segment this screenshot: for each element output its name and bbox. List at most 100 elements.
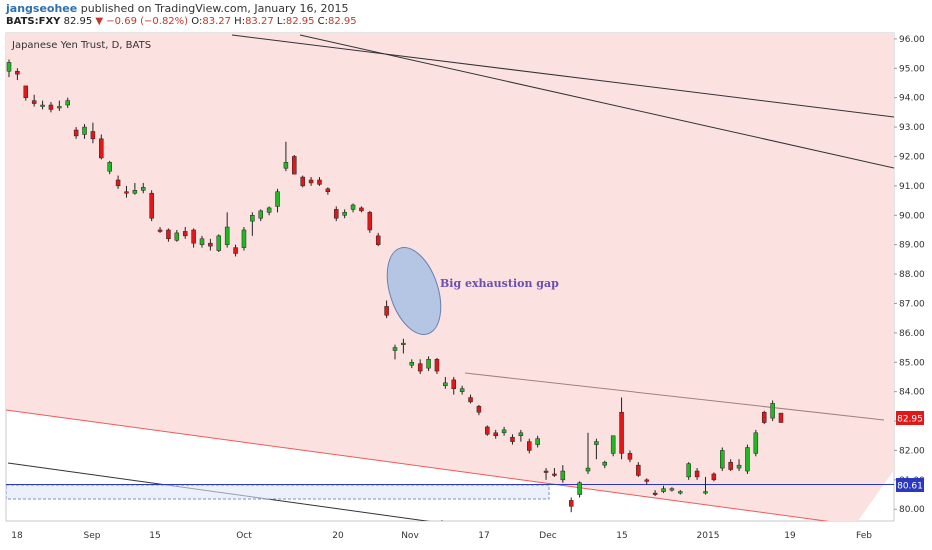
x-tick-label: Sep	[84, 531, 101, 541]
candle	[745, 444, 750, 474]
candle	[728, 459, 733, 472]
trendline-upper-1	[231, 34, 894, 118]
level-price-tag: 80.61	[896, 478, 924, 492]
range-box	[6, 484, 550, 500]
candle	[552, 468, 557, 477]
high-value: 83.27	[245, 16, 274, 27]
publish-line: jangseohee published on TradingView.com,…	[6, 2, 349, 15]
candle	[174, 229, 180, 242]
candle	[627, 450, 633, 463]
candle-body	[115, 179, 121, 187]
candle	[224, 212, 230, 248]
candle	[82, 124, 87, 139]
candle	[375, 232, 381, 247]
candle-body	[233, 247, 238, 254]
candle	[476, 404, 482, 416]
candle	[543, 468, 549, 480]
x-tick-label: Feb	[856, 531, 872, 541]
candle	[409, 359, 415, 369]
candle	[761, 410, 767, 424]
candle	[367, 210, 373, 233]
candle-body	[208, 242, 213, 247]
candle	[292, 155, 297, 175]
candle-body	[409, 362, 415, 366]
candle-body	[57, 106, 62, 109]
y-tick-label: 91.00	[899, 182, 925, 192]
candle	[443, 376, 448, 389]
candle	[678, 490, 683, 495]
candle-body	[694, 470, 700, 478]
candle-body	[216, 235, 222, 251]
open-value: 83.27	[202, 16, 231, 27]
level-price-tag-label: 80.61	[897, 482, 923, 492]
candle	[610, 435, 616, 457]
candle	[216, 234, 222, 253]
candle	[770, 400, 775, 422]
candle	[124, 185, 129, 198]
candle	[669, 487, 675, 492]
candle-body	[401, 342, 406, 345]
candle-body	[703, 491, 708, 494]
y-tick-label: 90.00	[899, 211, 925, 221]
candle-body	[594, 441, 599, 445]
candle-body	[610, 435, 616, 454]
candle	[778, 412, 784, 423]
y-tick-label: 87.00	[899, 299, 925, 309]
x-tick-label: 18	[11, 531, 23, 541]
y-axis: 96.00 95.00 94.00 93.00 92.00 91.00 90.00 89.00…	[894, 35, 925, 515]
candle-body	[384, 306, 389, 316]
candle	[31, 94, 37, 107]
candle-body	[241, 229, 247, 248]
candle-body	[585, 467, 591, 472]
candle-body	[417, 363, 423, 372]
candle-body	[48, 104, 54, 110]
exhaustion-gap-ellipse	[386, 247, 442, 335]
candle	[527, 438, 532, 454]
channel-mid-line	[464, 372, 885, 421]
candle	[325, 187, 331, 195]
author-link[interactable]: jangseohee	[6, 2, 78, 15]
candle	[568, 497, 574, 513]
candle-body	[250, 215, 255, 222]
candle-body	[65, 100, 70, 106]
y-tick-label: 95.00	[899, 64, 925, 74]
candle-body	[82, 126, 87, 135]
change-arrow-icon: ▼	[95, 16, 104, 27]
x-axis: 18 Sep 15 Oct 20 Nov 17 Dec 15 2015 19 Feb	[11, 531, 872, 541]
y-tick-label: 82.00	[899, 446, 925, 456]
candle	[250, 212, 255, 236]
candle	[182, 227, 188, 239]
open-label: O:	[191, 16, 203, 27]
candle-body	[602, 461, 608, 466]
y-tick-label: 84.00	[899, 388, 925, 398]
candle-body	[149, 192, 154, 219]
candle-body	[132, 190, 138, 194]
candle	[40, 100, 45, 110]
candle	[73, 127, 79, 139]
candle-body	[745, 447, 750, 472]
candle-body	[308, 179, 314, 184]
candle	[308, 177, 314, 186]
candle	[233, 244, 238, 257]
candle-body	[736, 464, 742, 469]
candle-body	[728, 461, 733, 470]
plot-area	[6, 33, 894, 521]
candle-body	[518, 432, 524, 436]
candle-body	[334, 209, 339, 219]
candle-body	[501, 429, 507, 434]
candle	[99, 134, 104, 160]
candle	[493, 429, 498, 439]
x-tick-label: Oct	[236, 531, 252, 541]
candle-body	[90, 131, 96, 140]
chart-header: jangseohee published on TradingView.com,…	[0, 0, 932, 32]
candle	[199, 235, 205, 248]
candle	[359, 206, 364, 213]
candle	[736, 459, 742, 472]
candle	[392, 344, 398, 360]
candle-body	[468, 397, 473, 403]
trendline-upper-2	[299, 34, 894, 169]
candle	[90, 122, 96, 144]
x-tick-label: 19	[784, 531, 796, 541]
candle-body	[627, 453, 633, 460]
